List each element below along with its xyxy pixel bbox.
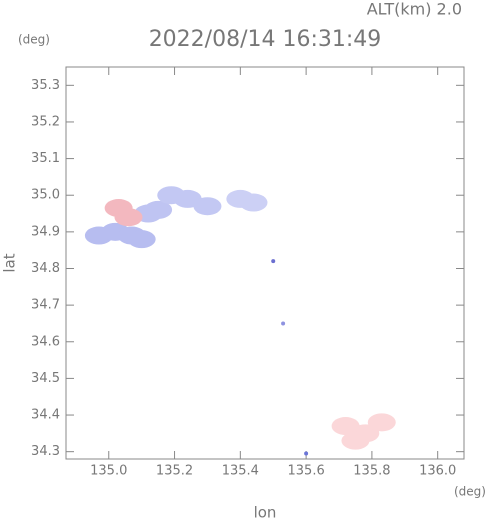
- y-tick-label: 35.1: [31, 151, 60, 166]
- y-tick-label: 35.2: [31, 114, 60, 129]
- x-tick-label: 135.6: [288, 464, 325, 479]
- y-tick-label: 34.7: [31, 298, 60, 313]
- x-tick-label: 135.8: [353, 464, 390, 479]
- echo: [127, 230, 156, 249]
- x-tick-label: 135.2: [156, 464, 193, 479]
- x-tick-label: 135.4: [222, 464, 259, 479]
- plot-frame: [65, 66, 465, 460]
- y-tick-label: 34.5: [31, 371, 60, 386]
- y-tick-label: 35.3: [31, 78, 60, 93]
- echo: [367, 413, 396, 432]
- echo: [114, 208, 143, 227]
- y-tick-label: 34.9: [31, 224, 60, 239]
- echo: [304, 451, 309, 456]
- x-unit: (deg): [454, 485, 486, 499]
- chart-subtitle: ALT(km) 2.0: [367, 0, 462, 19]
- echo: [281, 321, 286, 326]
- y-unit: (deg): [18, 33, 50, 47]
- y-tick-label: 34.3: [31, 444, 60, 459]
- y-tick-label: 34.6: [31, 334, 60, 349]
- echo: [144, 200, 173, 219]
- echo: [193, 197, 222, 216]
- x-tick-label: 136.0: [419, 464, 456, 479]
- y-axis-label: lat: [1, 253, 19, 272]
- x-axis-label: lon: [254, 504, 277, 522]
- chart-title: 2022/08/14 16:31:49: [149, 27, 382, 52]
- y-tick-label: 34.8: [31, 261, 60, 276]
- echo: [239, 193, 268, 212]
- y-tick-label: 34.4: [31, 408, 60, 423]
- x-tick-label: 135.0: [90, 464, 127, 479]
- echo: [271, 259, 276, 264]
- echo: [341, 431, 370, 450]
- y-tick-label: 35.0: [31, 188, 60, 203]
